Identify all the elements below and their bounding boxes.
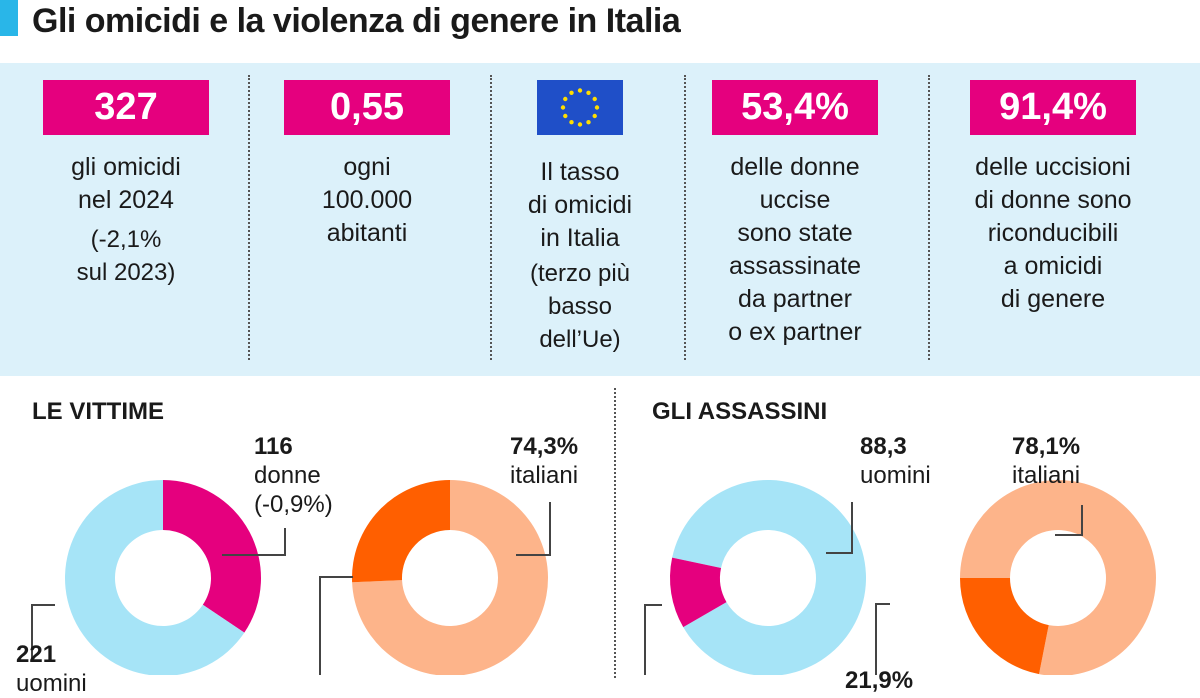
stat-rate: 0,55 ogni 100.000 abitanti bbox=[283, 80, 451, 250]
stat-note: (terzo più bbox=[529, 260, 631, 287]
leader-line bbox=[319, 576, 353, 675]
stat-note: dell’Ue) bbox=[539, 326, 621, 353]
accent-bar bbox=[0, 0, 18, 36]
stat-badge: 53,4% bbox=[712, 80, 878, 135]
stat-partner: 53,4% delle donne uccise sono state assassi… bbox=[705, 80, 885, 349]
stat-text: a omicidi bbox=[1003, 252, 1103, 280]
stat-text: ogni bbox=[343, 153, 391, 181]
divider bbox=[490, 75, 492, 360]
section-killers: GLI ASSASSINI bbox=[652, 398, 828, 425]
stat-text: di omicidi bbox=[527, 191, 633, 219]
stat-text: in Italia bbox=[540, 224, 620, 252]
leader-line bbox=[222, 528, 286, 556]
stat-text: assassinate bbox=[728, 252, 862, 280]
stat-text: delle donne bbox=[730, 153, 860, 181]
donut-slice-uomini bbox=[672, 480, 866, 675]
divider bbox=[248, 75, 250, 360]
section-divider bbox=[614, 388, 616, 678]
leader-line bbox=[644, 604, 662, 675]
donut-slice-donne bbox=[163, 480, 261, 633]
leader-line bbox=[875, 603, 890, 675]
stat-badge: 327 bbox=[43, 80, 209, 135]
divider bbox=[684, 75, 686, 360]
donut-slice-italiani bbox=[352, 480, 548, 675]
eu-flag-icon bbox=[537, 80, 623, 135]
stat-text: 100.000 bbox=[321, 186, 413, 214]
leader-line bbox=[826, 502, 853, 554]
stat-badge: 0,55 bbox=[284, 80, 450, 135]
stat-text: sono state bbox=[737, 219, 853, 247]
stat-gender: 91,4% delle uccisioni di donne sono ricond… bbox=[950, 80, 1156, 316]
donut-slice-stranieri bbox=[960, 578, 1049, 675]
leader-line bbox=[31, 604, 55, 660]
divider bbox=[928, 75, 930, 360]
stat-text: di donne sono bbox=[974, 186, 1132, 214]
stat-text: da partner bbox=[738, 285, 852, 313]
stat-text: di genere bbox=[1000, 285, 1106, 313]
stat-text: gli omicidi bbox=[71, 153, 181, 181]
label-victims-women: 116 donne (-0,9%) bbox=[254, 433, 333, 518]
stat-badge: 91,4% bbox=[970, 80, 1136, 135]
stat-text: delle uccisioni bbox=[975, 153, 1131, 181]
donut-slice-stranieri bbox=[352, 480, 450, 583]
label-victims-men: 221 uomini bbox=[16, 641, 87, 697]
stat-note: (-2,1% bbox=[90, 226, 162, 253]
stat-note: sul 2023) bbox=[76, 259, 176, 286]
label-killers-italians: 78,1% italiani bbox=[1012, 433, 1081, 489]
label-killers-foreigners: 21,9% bbox=[845, 667, 914, 694]
label-killers-men: 88,3 uomini bbox=[860, 433, 931, 489]
stat-text: o ex partner bbox=[728, 318, 862, 346]
stat-homicides: 327 gli omicidi nel 2024 (-2,1% sul 2023) bbox=[42, 80, 210, 289]
stat-text: Il tasso bbox=[540, 158, 620, 186]
donut-slice-uomini bbox=[65, 480, 245, 675]
stat-text: abitanti bbox=[326, 219, 408, 247]
page-title: Gli omicidi e la violenza di genere in I… bbox=[32, 2, 681, 40]
stat-note: basso bbox=[547, 293, 613, 320]
leader-line bbox=[1055, 505, 1083, 536]
donut-slice-italiani bbox=[960, 480, 1156, 675]
section-victims: LE VITTIME bbox=[32, 398, 164, 425]
stat-text: uccise bbox=[759, 186, 831, 214]
donut-charts bbox=[31, 480, 1156, 675]
donut-slice-donne bbox=[670, 557, 727, 628]
leader-line bbox=[516, 502, 551, 556]
label-victims-italians: 74,3% italiani bbox=[510, 433, 579, 489]
stat-eu: Il tasso di omicidi in Italia (terzo più ba… bbox=[500, 80, 660, 356]
stat-text: riconducibili bbox=[987, 219, 1119, 247]
stat-text: nel 2024 bbox=[78, 186, 174, 214]
